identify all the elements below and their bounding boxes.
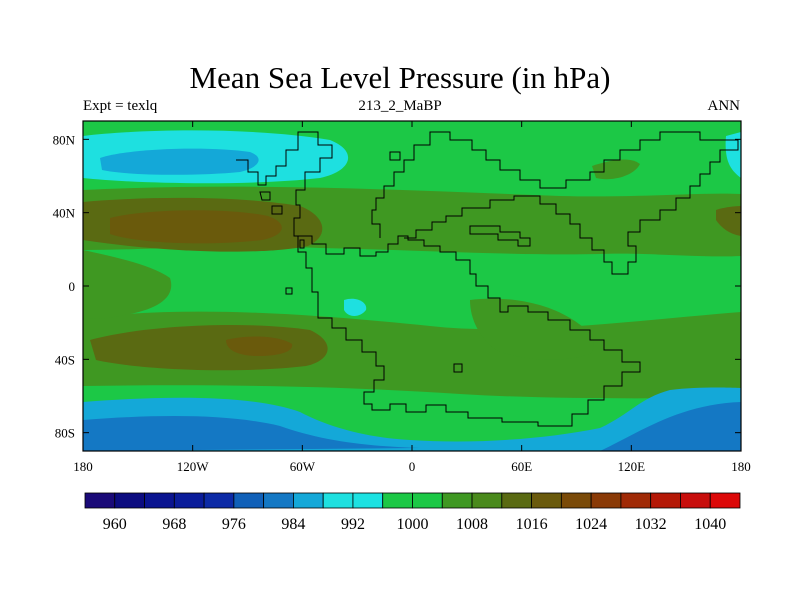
colorbar-swatch — [412, 492, 443, 509]
chart-title: Mean Sea Level Pressure (in hPa) — [189, 60, 611, 95]
colorbar-swatch — [441, 492, 473, 509]
pressure-field-south-pacific-high-core — [226, 336, 293, 356]
colorbar-label: 1040 — [694, 516, 726, 533]
x-tick-label: 0 — [409, 459, 416, 474]
y-tick-label: 0 — [69, 279, 76, 294]
x-tick-label: 120E — [618, 459, 646, 474]
colorbar-swatch — [203, 492, 235, 509]
colorbar-swatch — [84, 492, 116, 509]
coastline-eurasia — [371, 131, 739, 275]
colorbar-swatch — [352, 492, 384, 509]
colorbar-swatch — [680, 492, 711, 509]
pressure-field-arctic-low-core — [100, 148, 259, 175]
colorbar-swatch — [322, 492, 354, 509]
colorbar-label: 984 — [281, 516, 305, 533]
coastline-americas — [236, 131, 641, 427]
coastlines — [236, 131, 739, 427]
colorbar-label: 1016 — [516, 516, 548, 533]
pressure-field-south-pacific-high — [90, 325, 328, 371]
colorbar-swatch — [263, 492, 294, 509]
axes: 180 120W 60W 0 60E 120E 180 80N 40N 0 40S 80S — [53, 121, 751, 474]
season-label: ANN — [707, 98, 741, 114]
colorbar-label: 1032 — [635, 516, 667, 533]
colorbar-label: 992 — [341, 516, 365, 533]
colorbar-label: 1024 — [575, 516, 607, 533]
period-label: 213_2_MaBP — [358, 98, 442, 114]
pressure-field-north-pacific-high-core — [110, 210, 282, 244]
map-layer — [83, 121, 741, 451]
colorbar-swatch — [590, 492, 622, 509]
y-tick-label: 80N — [53, 132, 76, 147]
x-tick-label: 60W — [290, 459, 316, 474]
colorbar-swatch — [650, 492, 681, 509]
y-tick-label: 40N — [53, 206, 76, 221]
colorbar-swatch — [293, 492, 324, 509]
colorbar-swatch — [709, 492, 741, 509]
y-tick-label: 40S — [55, 352, 75, 367]
pressure-field-tropical-africa-belt — [470, 298, 594, 360]
colorbar-swatch — [560, 492, 592, 509]
x-tick-label: 180 — [731, 459, 751, 474]
pressure-field-east-pacific-high-edge — [716, 206, 741, 236]
colorbar-swatch — [173, 492, 205, 509]
colorbar-swatch — [233, 492, 265, 509]
colorbar: 960 968 976 984 992 1000 1008 1016 1024 1032 1040 — [84, 492, 741, 533]
x-tick-label: 180 — [73, 459, 93, 474]
pressure-field-southern-ocean-low-core — [83, 402, 741, 451]
colorbar-label: 1000 — [397, 516, 429, 533]
x-tick-label: 60E — [511, 459, 532, 474]
colorbar-swatch — [471, 492, 503, 509]
pressure-field-pangea-interior-low — [344, 298, 367, 316]
experiment-label: Expt = texlq — [83, 98, 158, 114]
colorbar-label: 976 — [222, 516, 246, 533]
colorbar-swatch — [501, 492, 532, 509]
y-tick-label: 80S — [55, 426, 75, 441]
colorbar-swatch — [144, 492, 175, 509]
x-tick-label: 120W — [177, 459, 210, 474]
colorbar-swatch — [531, 492, 562, 509]
colorbar-label: 960 — [103, 516, 127, 533]
pressure-field-tropical-americas-belt — [83, 250, 172, 319]
colorbar-swatch — [620, 492, 652, 509]
colorbar-label: 968 — [162, 516, 186, 533]
colorbar-swatch — [382, 492, 413, 509]
colorbar-label: 1008 — [456, 516, 488, 533]
colorbar-swatch — [114, 492, 145, 509]
coastline-islands — [259, 151, 531, 373]
